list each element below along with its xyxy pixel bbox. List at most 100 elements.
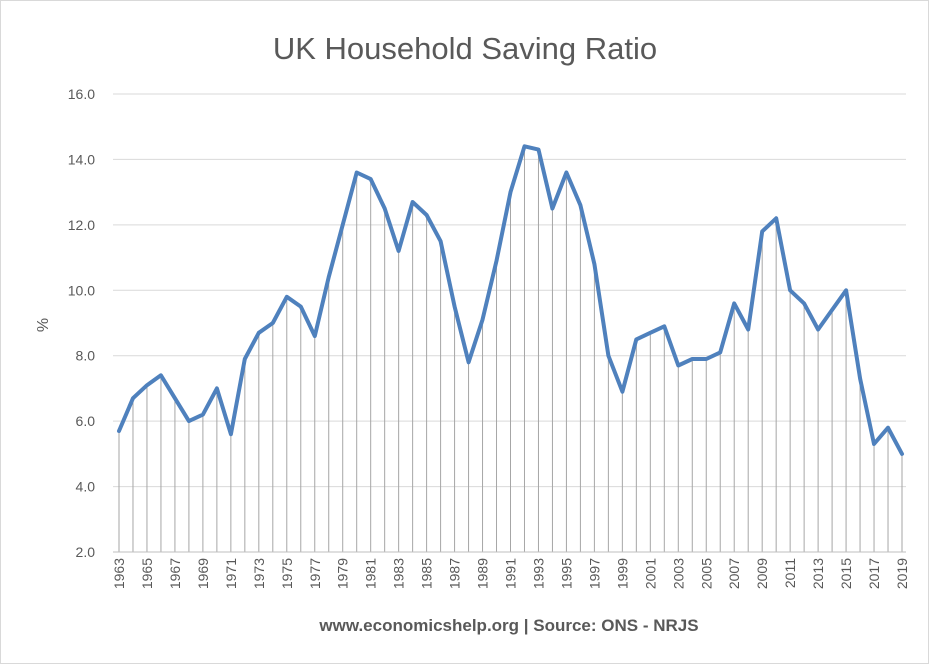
data-point: [257, 331, 261, 335]
y-tick-label: 10.0: [68, 282, 95, 298]
x-tick-label: 1985: [419, 558, 435, 589]
data-point: [774, 216, 778, 220]
y-tick-label: 12.0: [68, 217, 95, 233]
x-tick-label: 1989: [475, 558, 491, 589]
x-tick-label: 1975: [279, 558, 295, 589]
data-point: [159, 373, 163, 377]
x-tick-label: 2001: [642, 558, 658, 589]
data-point: [327, 275, 331, 279]
x-tick-label: 2013: [810, 558, 826, 589]
data-point: [411, 200, 415, 204]
data-point: [704, 357, 708, 361]
x-tick-label: 2011: [782, 558, 798, 588]
data-point: [341, 223, 345, 227]
data-point: [690, 357, 694, 361]
data-point: [816, 328, 820, 332]
x-tick-label: 1969: [195, 558, 211, 589]
data-point: [425, 213, 429, 217]
data-point: [243, 357, 247, 361]
data-point: [564, 171, 568, 175]
x-tick-label: 2005: [698, 558, 714, 589]
x-tick-label: 1991: [503, 558, 519, 589]
data-point: [285, 295, 289, 299]
data-point: [788, 288, 792, 292]
data-point: [313, 334, 317, 338]
x-tick-label: 2019: [894, 558, 910, 589]
x-tick-label: 1979: [335, 558, 351, 589]
chart-title: UK Household Saving Ratio: [273, 31, 657, 66]
data-point: [383, 207, 387, 210]
x-tick-label: 1973: [251, 558, 267, 589]
data-point: [648, 331, 652, 335]
y-tick-label: 14.0: [68, 151, 95, 167]
data-point: [550, 207, 554, 210]
data-point: [578, 203, 582, 207]
x-tick-label: 2009: [754, 558, 770, 589]
data-point: [802, 301, 806, 305]
y-axis-label: %: [35, 318, 52, 332]
y-tick-label: 2.0: [76, 544, 96, 560]
series-saving-ratio: [117, 144, 904, 456]
x-tick-label: 1965: [139, 558, 155, 589]
data-point: [229, 432, 233, 436]
x-tick-label: 1999: [614, 558, 630, 589]
x-tick-label: 2017: [866, 558, 882, 589]
data-point: [844, 288, 848, 292]
data-point: [662, 324, 666, 328]
data-point: [592, 262, 596, 266]
y-tick-label: 6.0: [76, 413, 96, 429]
data-point: [522, 144, 526, 148]
data-point: [467, 360, 471, 364]
data-point: [536, 148, 540, 152]
data-point: [145, 383, 149, 387]
y-tick-label: 16.0: [68, 86, 95, 102]
x-tick-label: 1995: [558, 558, 574, 589]
data-point: [872, 442, 876, 446]
data-point: [439, 239, 443, 243]
data-point: [299, 305, 303, 309]
data-point: [900, 452, 904, 456]
data-point: [858, 377, 862, 381]
x-tick-label: 1987: [447, 558, 463, 589]
x-tick-label: 1977: [307, 558, 323, 589]
data-point: [187, 419, 191, 423]
data-point: [397, 249, 401, 253]
data-point: [369, 177, 373, 181]
data-point: [676, 364, 680, 368]
y-tick-label: 4.0: [76, 479, 96, 495]
x-tick-label: 2015: [838, 558, 854, 589]
data-point: [173, 396, 177, 400]
data-point: [131, 396, 135, 400]
data-point: [732, 301, 736, 305]
data-point: [271, 321, 275, 325]
data-point: [495, 259, 499, 263]
y-tick-labels: 2.0 4.0 6.0 8.0 10.0 12.0 14.0 16.0: [68, 86, 95, 560]
data-point: [634, 337, 638, 341]
data-point: [453, 305, 457, 309]
data-point: [509, 190, 512, 194]
data-point: [620, 390, 624, 394]
data-point: [201, 413, 205, 417]
data-point: [718, 350, 722, 354]
x-tick-label: 1967: [167, 558, 183, 589]
data-point: [606, 354, 610, 358]
x-tick-label: 1983: [391, 558, 407, 589]
x-tick-label: 2003: [670, 558, 686, 589]
data-point: [481, 318, 485, 322]
data-point: [355, 171, 359, 175]
x-tick-label: 1993: [530, 558, 546, 589]
data-point: [830, 308, 834, 312]
x-tick-label: 2007: [726, 558, 742, 589]
x-tick-label: 1963: [111, 558, 127, 589]
data-point: [746, 328, 750, 332]
x-tick-label: 1997: [586, 558, 602, 589]
data-point: [215, 386, 219, 390]
x-tick-label: 1971: [223, 558, 239, 589]
y-tick-label: 8.0: [76, 348, 96, 364]
x-tick-label: 1981: [363, 558, 379, 589]
drop-lines: [118, 146, 903, 552]
data-point: [117, 429, 121, 433]
data-point: [886, 426, 890, 430]
